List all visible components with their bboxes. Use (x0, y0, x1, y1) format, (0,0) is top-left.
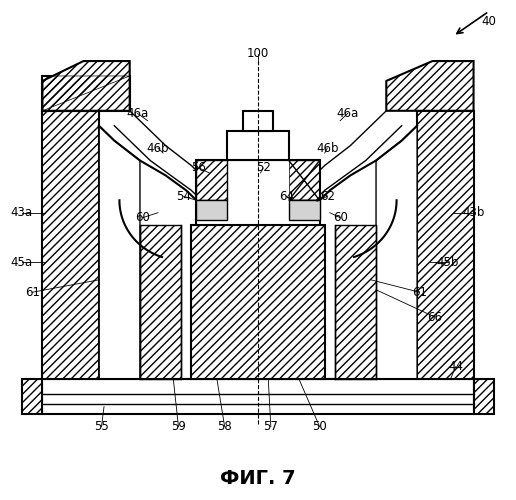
Text: ФИГ. 7: ФИГ. 7 (220, 469, 296, 488)
Polygon shape (227, 130, 289, 160)
Polygon shape (474, 380, 494, 414)
Text: 60: 60 (333, 211, 348, 224)
Polygon shape (289, 160, 319, 200)
Polygon shape (197, 200, 227, 220)
Text: 45a: 45a (11, 256, 33, 269)
Text: 52: 52 (256, 162, 270, 174)
Text: 56: 56 (191, 162, 206, 174)
Text: 61: 61 (25, 286, 40, 299)
Text: 46b: 46b (147, 142, 169, 154)
Polygon shape (42, 61, 130, 111)
Text: 54: 54 (176, 190, 191, 203)
Polygon shape (42, 76, 130, 111)
Text: 62: 62 (320, 190, 335, 203)
Polygon shape (197, 160, 227, 200)
Text: 61: 61 (412, 286, 427, 299)
Polygon shape (335, 225, 376, 380)
Text: 57: 57 (263, 420, 278, 433)
Polygon shape (243, 111, 273, 130)
Text: 50: 50 (312, 420, 327, 433)
Text: 43a: 43a (11, 206, 33, 219)
Text: 45b: 45b (437, 256, 459, 269)
Text: 43b: 43b (462, 206, 485, 219)
Text: 46a: 46a (126, 107, 149, 120)
Text: 40: 40 (481, 15, 496, 28)
Polygon shape (140, 225, 181, 380)
Polygon shape (42, 111, 99, 380)
Text: 100: 100 (247, 47, 269, 60)
Text: 64: 64 (279, 190, 294, 203)
Polygon shape (289, 200, 319, 220)
Polygon shape (22, 380, 42, 414)
Polygon shape (197, 160, 319, 225)
Text: 66: 66 (428, 310, 443, 324)
Text: 44: 44 (448, 360, 463, 374)
Text: 60: 60 (135, 211, 150, 224)
Text: 46b: 46b (316, 142, 338, 154)
Text: 58: 58 (217, 420, 232, 433)
Polygon shape (376, 126, 417, 380)
Text: 46a: 46a (336, 107, 359, 120)
Text: 55: 55 (94, 420, 109, 433)
Polygon shape (99, 126, 140, 380)
Bar (42, 380, 474, 414)
Polygon shape (417, 111, 474, 380)
Polygon shape (191, 225, 325, 380)
Text: 59: 59 (171, 420, 186, 433)
Polygon shape (386, 61, 474, 111)
